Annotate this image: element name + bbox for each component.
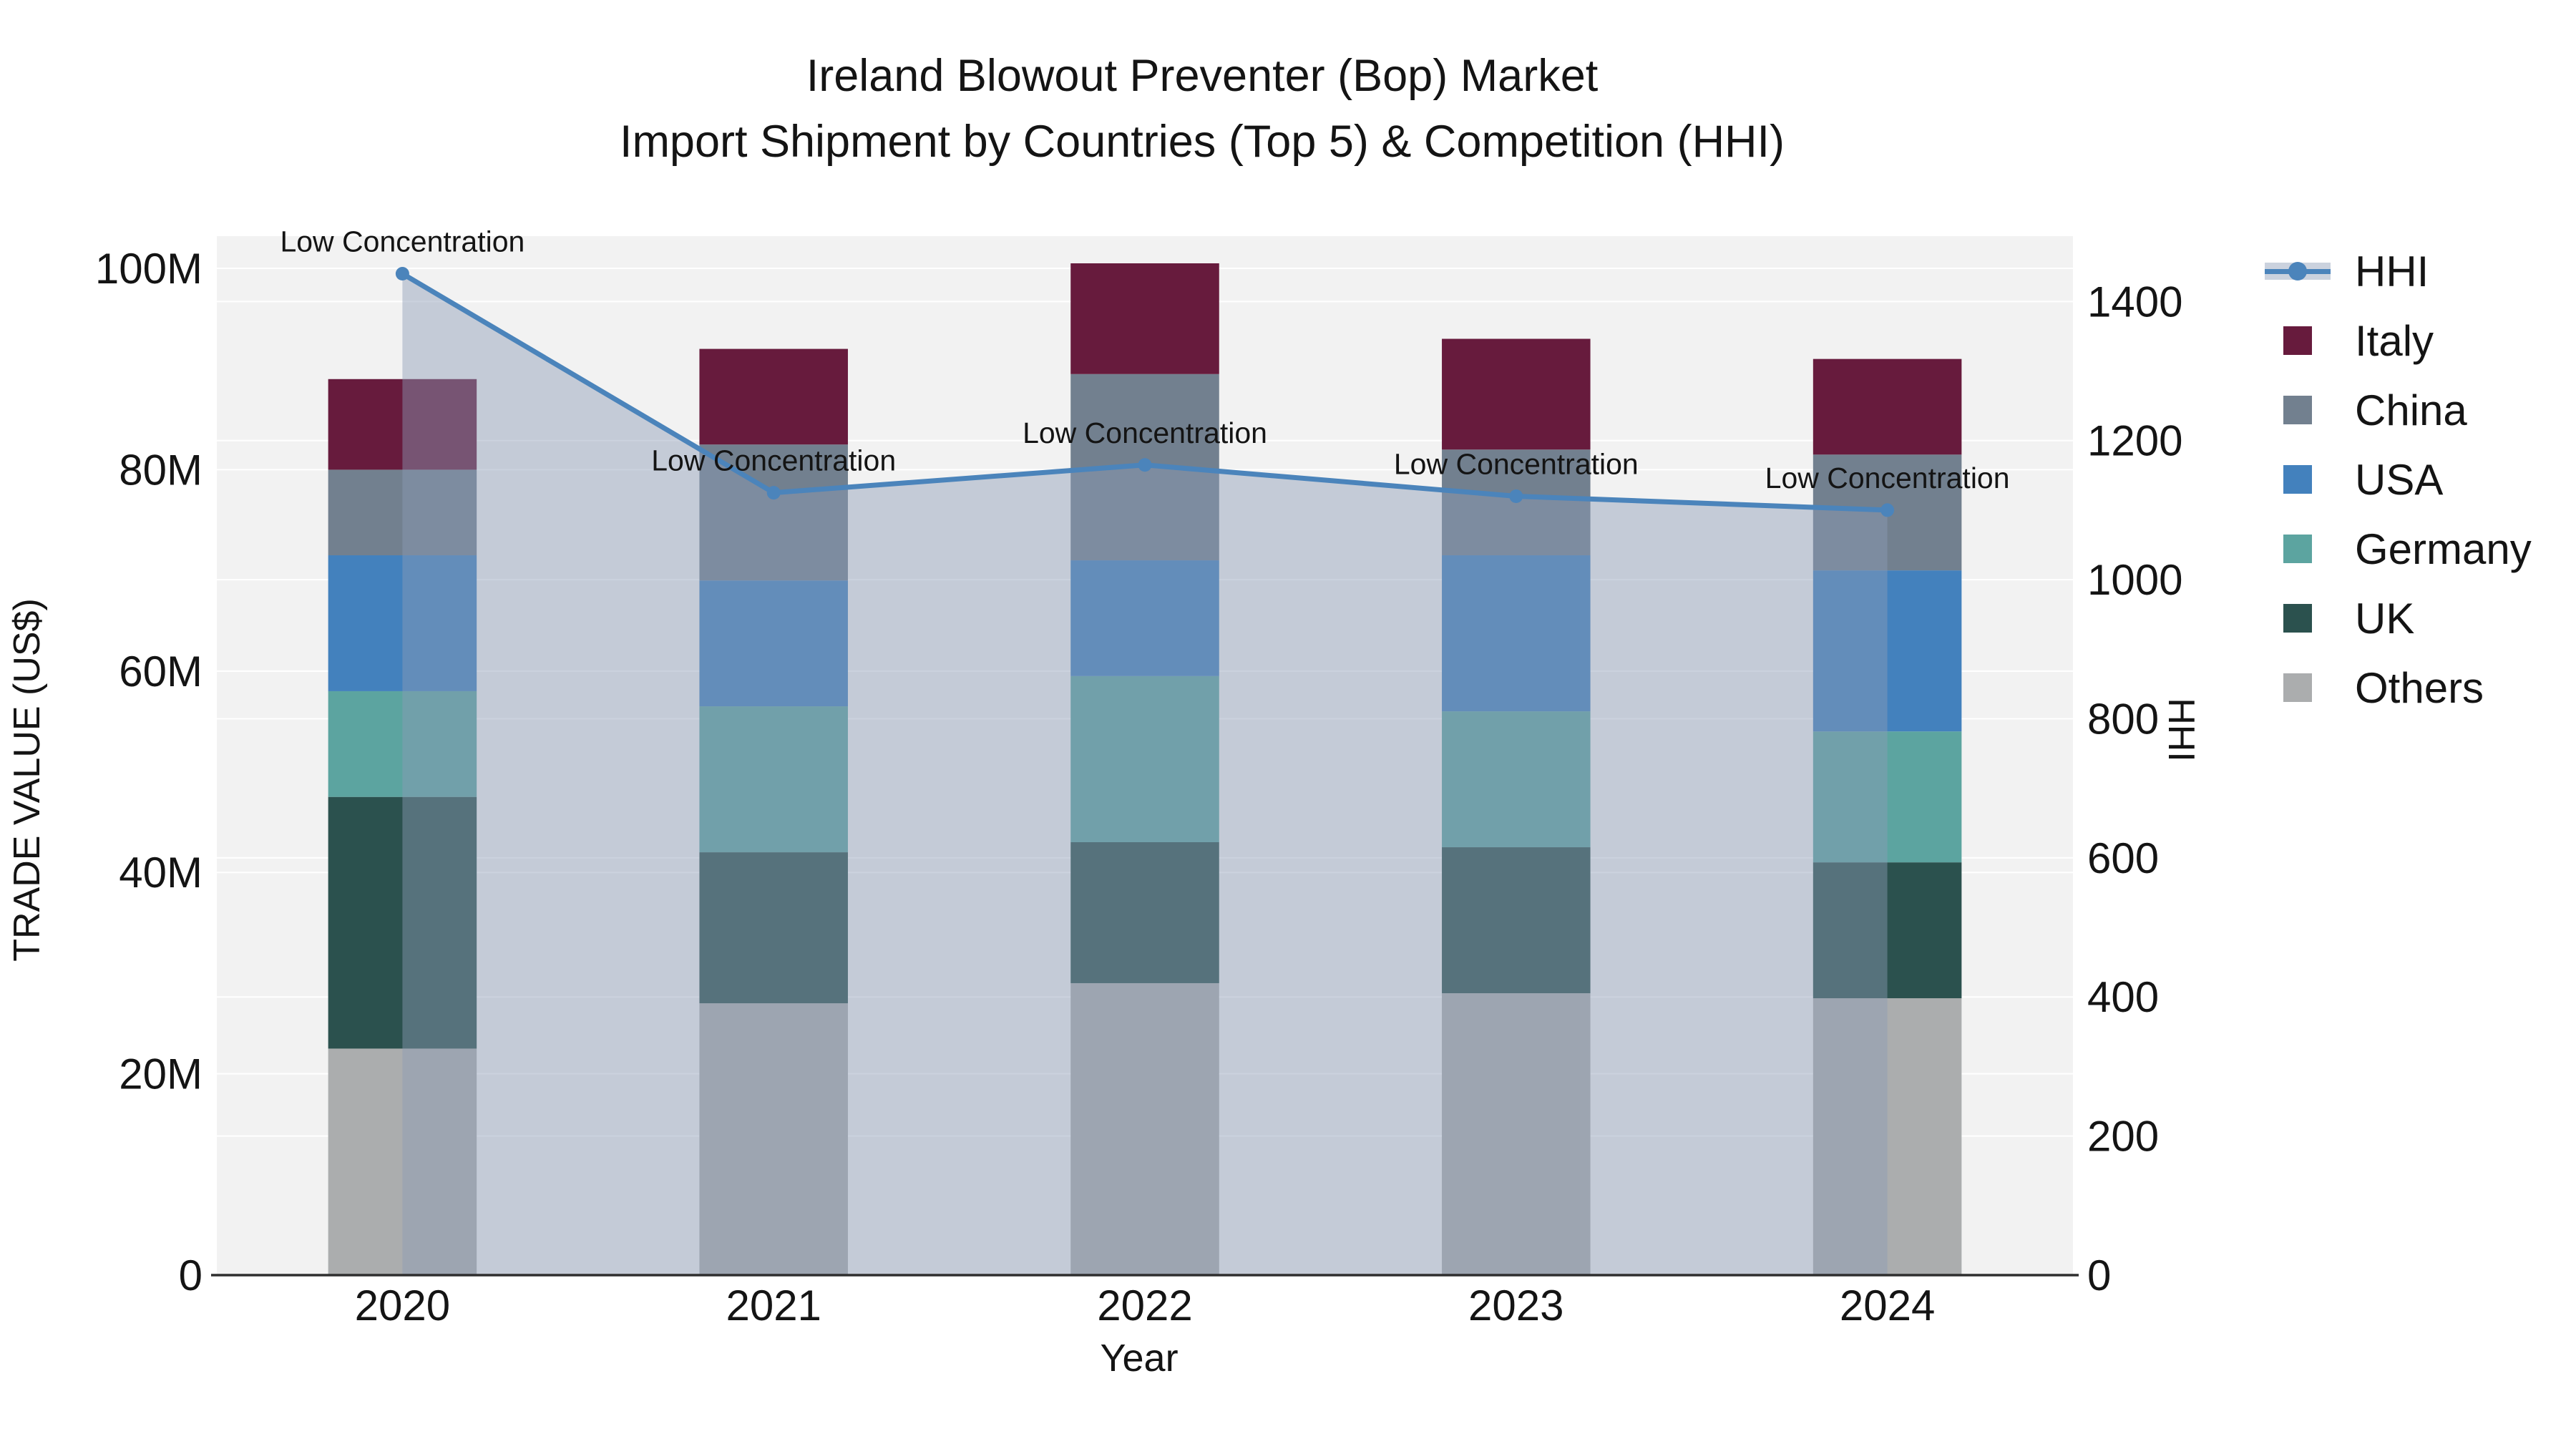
legend-color-swatch-icon <box>2265 667 2336 708</box>
bar-segment-uk-2023 <box>1442 847 1591 994</box>
bar-segment-others-2022 <box>1070 982 1219 1275</box>
legend: HHI Italy China USA Germany UK Others <box>2265 240 2532 712</box>
bar-segment-germany-2023 <box>1442 711 1591 848</box>
bar-segment-germany-2024 <box>1813 731 1962 863</box>
bar-segment-others-2020 <box>328 1048 477 1275</box>
bar-segment-usa-2021 <box>699 580 848 707</box>
legend-label-uk: UK <box>2355 594 2415 643</box>
y-right-tick-label-200: 200 <box>2087 1113 2159 1161</box>
chart-title-line2: Import Shipment by Countries (Top 5) & C… <box>619 117 1785 167</box>
bar-segment-uk-2021 <box>699 852 848 1004</box>
y-right-tick-label-400: 400 <box>2087 973 2159 1021</box>
bar-segment-italy-2024 <box>1813 358 1962 455</box>
bar-segment-uk-2020 <box>328 796 477 1049</box>
y-left-tick-label-60M: 60M <box>119 648 203 696</box>
legend-line-dot <box>2288 262 2307 280</box>
chart-title: Ireland Blowout Preventer (Bop) Market I… <box>620 43 1785 175</box>
legend-swatch-others <box>2283 673 2312 702</box>
bar-segment-usa-2022 <box>1070 560 1219 676</box>
bar-segment-usa-2023 <box>1442 555 1591 712</box>
legend-swatch-usa <box>2283 465 2312 494</box>
annotation-low-concentration-2020: Low Concentration <box>280 225 525 258</box>
legend-item-hhi[interactable]: HHI <box>2265 248 2532 296</box>
hhi-marker-2020 <box>395 266 409 280</box>
y-right-tick-label-600: 600 <box>2087 834 2159 882</box>
legend-item-germany[interactable]: Germany <box>2265 525 2532 573</box>
annotation-low-concentration-2023: Low Concentration <box>1394 447 1639 480</box>
hhi-marker-2023 <box>1509 489 1523 503</box>
legend-label-usa: USA <box>2355 455 2444 504</box>
hhi-marker-2024 <box>1880 503 1895 517</box>
y-left-tick-label-20M: 20M <box>119 1050 203 1098</box>
y-left-tick-label-40M: 40M <box>119 849 203 897</box>
annotation-low-concentration-2021: Low Concentration <box>651 444 896 477</box>
legend-label-germany: Germany <box>2355 525 2532 573</box>
legend-item-uk[interactable]: UK <box>2265 595 2532 643</box>
bar-segment-usa-2020 <box>328 555 477 691</box>
bar-segment-others-2021 <box>699 1003 848 1275</box>
bar-segment-usa-2024 <box>1813 570 1962 732</box>
bar-segment-germany-2020 <box>328 691 477 797</box>
bar-segment-italy-2021 <box>699 348 848 445</box>
bar-segment-others-2024 <box>1813 998 1962 1275</box>
y-right-axis-title: HHI <box>2160 698 2202 762</box>
bar-segment-germany-2021 <box>699 706 848 853</box>
legend-color-swatch-icon <box>2265 528 2336 570</box>
legend-color-swatch-icon <box>2265 597 2336 639</box>
annotation-low-concentration-2024: Low Concentration <box>1765 462 2010 494</box>
bar-segment-uk-2022 <box>1070 842 1219 983</box>
legend-item-usa[interactable]: USA <box>2265 456 2532 504</box>
legend-line-swatch-icon <box>2265 250 2336 292</box>
y-right-tick-label-1400: 1400 <box>2087 278 2182 326</box>
bar-segment-italy-2020 <box>328 379 477 470</box>
y-right-tick-label-0: 0 <box>2087 1252 2111 1299</box>
y-left-axis-title: TRADE VALUE (US$) <box>6 598 48 962</box>
legend-item-china[interactable]: China <box>2265 386 2532 434</box>
y-right-tick-label-1200: 1200 <box>2087 417 2182 465</box>
legend-swatch-china <box>2283 396 2312 424</box>
x-axis-title: Year <box>1100 1337 1179 1380</box>
legend-label-china: China <box>2355 386 2467 434</box>
hhi-marker-2021 <box>766 486 781 500</box>
x-tick-label-2021: 2021 <box>726 1282 821 1330</box>
annotation-low-concentration-2022: Low Concentration <box>1023 416 1267 449</box>
legend-label-others: Others <box>2355 663 2484 712</box>
x-tick-label-2023: 2023 <box>1468 1282 1563 1330</box>
bar-segment-china-2021 <box>699 444 848 581</box>
bar-segment-germany-2022 <box>1070 675 1219 842</box>
legend-label-hhi: HHI <box>2355 247 2429 296</box>
bar-segment-italy-2022 <box>1070 263 1219 374</box>
bar-segment-china-2020 <box>328 469 477 556</box>
hhi-area <box>402 273 1888 1275</box>
legend-label-italy: Italy <box>2355 316 2434 365</box>
hhi-marker-2022 <box>1138 458 1152 472</box>
bar-segment-others-2023 <box>1442 993 1591 1275</box>
x-tick-label-2022: 2022 <box>1097 1282 1192 1330</box>
bar-segment-italy-2023 <box>1442 338 1591 450</box>
y-left-tick-label-0: 0 <box>179 1252 203 1299</box>
legend-swatch-italy <box>2283 326 2312 355</box>
legend-color-swatch-icon <box>2265 320 2336 361</box>
x-tick-label-2024: 2024 <box>1840 1282 1935 1330</box>
bar-segment-uk-2024 <box>1813 862 1962 999</box>
x-tick-label-2020: 2020 <box>355 1282 450 1330</box>
chart-title-line1: Ireland Blowout Preventer (Bop) Market <box>806 51 1599 101</box>
legend-item-others[interactable]: Others <box>2265 664 2532 712</box>
legend-swatch-uk <box>2283 604 2312 633</box>
y-left-tick-label-100M: 100M <box>95 245 203 293</box>
y-right-tick-label-1000: 1000 <box>2087 556 2182 604</box>
legend-swatch-germany <box>2283 535 2312 563</box>
y-right-tick-label-800: 800 <box>2087 695 2159 743</box>
legend-color-swatch-icon <box>2265 389 2336 431</box>
y-left-tick-label-80M: 80M <box>119 446 203 494</box>
legend-color-swatch-icon <box>2265 459 2336 500</box>
legend-item-italy[interactable]: Italy <box>2265 317 2532 365</box>
